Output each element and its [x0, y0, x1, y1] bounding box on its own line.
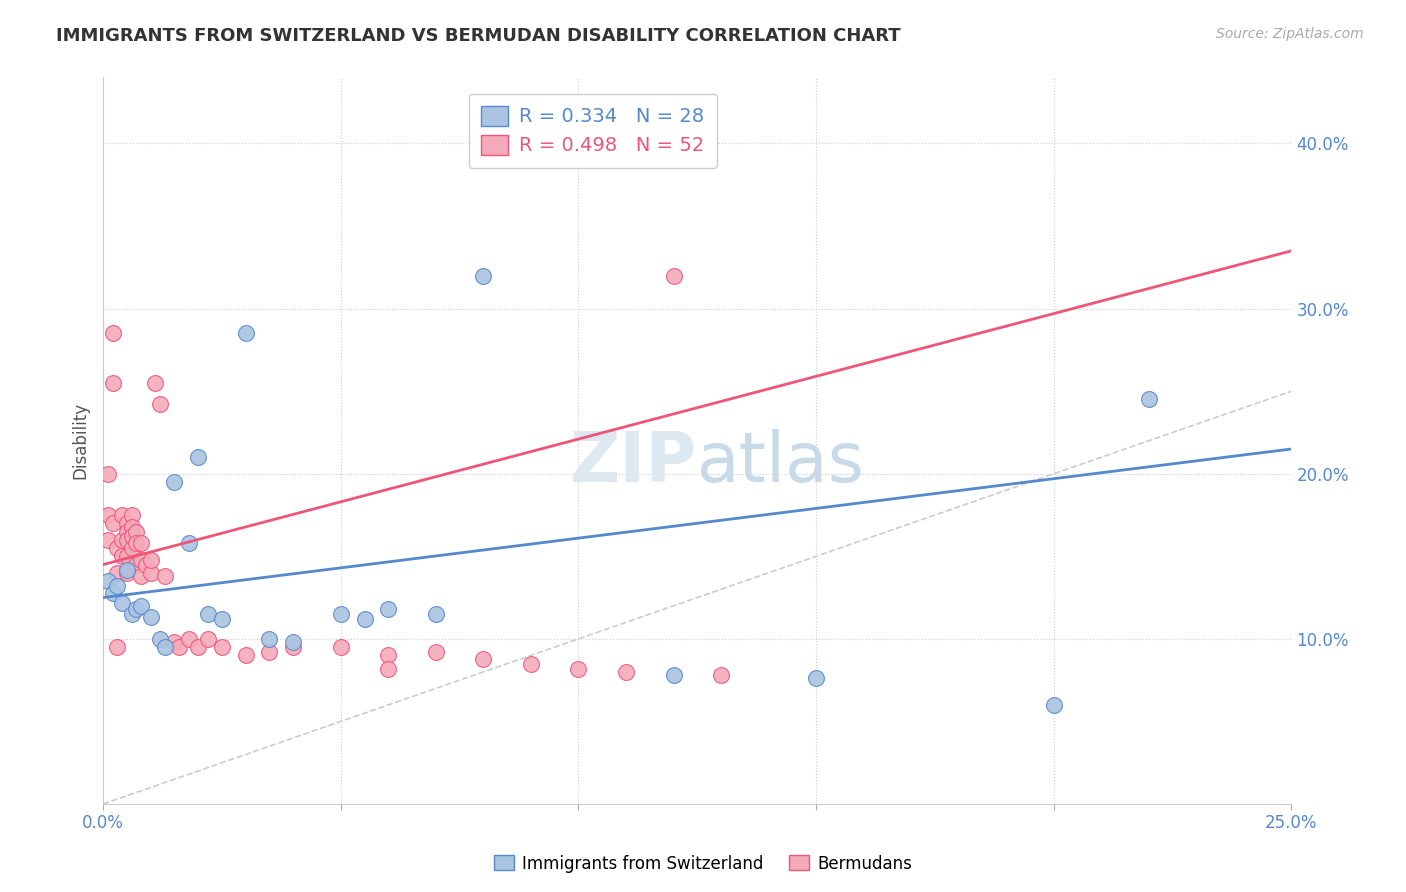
Point: [139, 566, 162, 580]
Point: [177, 632, 200, 646]
Point: [101, 326, 124, 341]
Text: Source: ZipAtlas.com: Source: ZipAtlas.com: [1216, 27, 1364, 41]
Point: [115, 566, 138, 580]
Point: [105, 579, 128, 593]
Point: [283, 635, 305, 649]
Point: [111, 533, 134, 547]
Point: [121, 541, 143, 555]
Point: [197, 632, 219, 646]
Point: [259, 632, 281, 646]
Point: [662, 668, 685, 682]
Point: [1137, 392, 1160, 407]
Point: [567, 662, 589, 676]
Point: [115, 549, 138, 564]
Point: [472, 651, 495, 665]
Point: [163, 635, 186, 649]
Point: [197, 607, 219, 621]
Point: [105, 640, 128, 654]
Point: [211, 640, 233, 654]
Point: [97, 508, 120, 522]
Point: [167, 640, 190, 654]
Point: [377, 662, 399, 676]
Point: [145, 376, 167, 390]
Point: [211, 612, 233, 626]
Point: [129, 569, 152, 583]
Point: [187, 640, 209, 654]
Point: [329, 640, 352, 654]
Point: [97, 467, 120, 481]
Point: [425, 607, 447, 621]
Point: [129, 552, 152, 566]
Point: [153, 640, 176, 654]
Point: [101, 376, 124, 390]
Point: [101, 585, 124, 599]
Point: [472, 268, 495, 283]
Point: [520, 657, 543, 671]
Point: [125, 602, 148, 616]
Point: [115, 524, 138, 539]
Point: [125, 524, 148, 539]
Point: [149, 632, 172, 646]
Point: [235, 326, 257, 341]
Point: [115, 533, 138, 547]
Point: [111, 595, 134, 609]
Point: [101, 516, 124, 531]
Point: [149, 397, 172, 411]
Point: [259, 645, 281, 659]
Point: [135, 558, 157, 572]
Point: [111, 549, 134, 564]
Point: [163, 475, 186, 489]
Legend: R = 0.334   N = 28, R = 0.498   N = 52: R = 0.334 N = 28, R = 0.498 N = 52: [468, 94, 717, 168]
Point: [710, 668, 733, 682]
Point: [177, 536, 200, 550]
Point: [97, 574, 120, 588]
Text: IMMIGRANTS FROM SWITZERLAND VS BERMUDAN DISABILITY CORRELATION CHART: IMMIGRANTS FROM SWITZERLAND VS BERMUDAN …: [56, 27, 901, 45]
Y-axis label: Disability: Disability: [72, 402, 89, 479]
Point: [121, 607, 143, 621]
Point: [105, 566, 128, 580]
Point: [1042, 698, 1064, 712]
Point: [139, 610, 162, 624]
Point: [425, 645, 447, 659]
Point: [187, 450, 209, 465]
Point: [97, 533, 120, 547]
Point: [235, 648, 257, 663]
Point: [115, 562, 138, 576]
Text: atlas: atlas: [697, 429, 865, 496]
Point: [139, 552, 162, 566]
Point: [153, 569, 176, 583]
Point: [115, 516, 138, 531]
Point: [329, 607, 352, 621]
Point: [121, 519, 143, 533]
Point: [662, 268, 685, 283]
Point: [283, 640, 305, 654]
Point: [105, 541, 128, 555]
Point: [129, 599, 152, 613]
Point: [377, 602, 399, 616]
Point: [121, 508, 143, 522]
Point: [121, 529, 143, 543]
Point: [353, 612, 375, 626]
Point: [377, 648, 399, 663]
Legend: Immigrants from Switzerland, Bermudans: Immigrants from Switzerland, Bermudans: [488, 848, 918, 880]
Point: [111, 508, 134, 522]
Point: [804, 672, 827, 686]
Point: [129, 536, 152, 550]
Point: [125, 536, 148, 550]
Point: [125, 558, 148, 572]
Point: [614, 665, 637, 679]
Text: ZIP: ZIP: [569, 429, 697, 496]
